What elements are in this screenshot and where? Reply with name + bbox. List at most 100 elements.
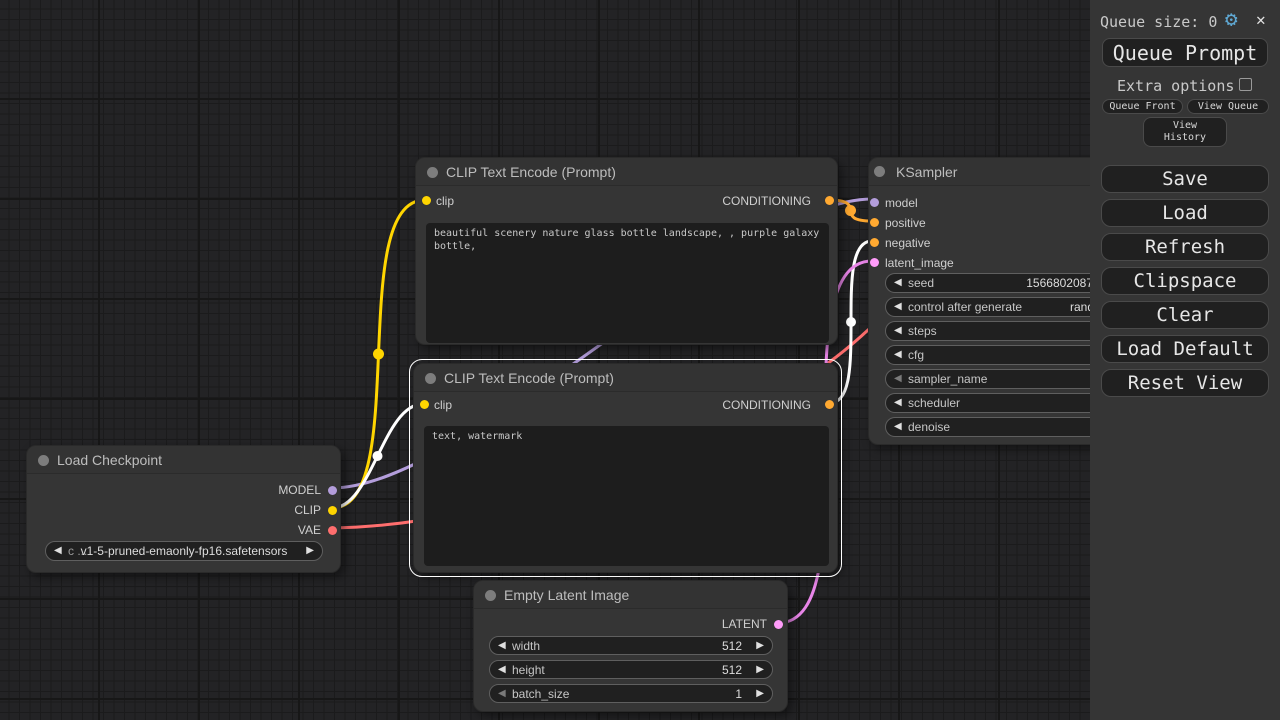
widget-label: scheduler bbox=[908, 396, 961, 410]
collapse-dot-icon[interactable] bbox=[38, 455, 49, 466]
output-port-conditioning[interactable] bbox=[825, 196, 834, 205]
queue-size-label: Queue size: 0 bbox=[1100, 13, 1218, 31]
clear-button[interactable]: Clear bbox=[1101, 301, 1269, 329]
prompt-textarea[interactable]: beautiful scenery nature glass bottle la… bbox=[426, 223, 829, 343]
node-title: Load Checkpoint bbox=[57, 452, 163, 468]
menu-header: Queue size: 0 ⚙ ✕ bbox=[1090, 7, 1280, 32]
comfy-menu-panel: Queue size: 0 ⚙ ✕ Queue Prompt Extra opt… bbox=[1090, 0, 1280, 720]
link-clip-negative bbox=[331, 402, 424, 510]
close-icon[interactable]: ✕ bbox=[1256, 10, 1266, 29]
save-button[interactable]: Save bbox=[1101, 165, 1269, 193]
queue-front-button[interactable]: Queue Front bbox=[1102, 99, 1183, 114]
node-titlebar[interactable]: Empty Latent Image bbox=[474, 581, 787, 609]
input-port-model[interactable] bbox=[870, 197, 879, 207]
widget-batch-size[interactable]: ◀ batch_size 1 ▶ bbox=[489, 684, 773, 703]
increment-arrow-icon[interactable]: ▶ bbox=[756, 640, 764, 651]
input-port-positive[interactable] bbox=[870, 217, 879, 227]
output-port-vae[interactable] bbox=[328, 525, 337, 535]
next-option-arrow-icon[interactable]: ▶ bbox=[306, 545, 314, 556]
node-clip-text-encode-negative[interactable]: CLIP Text Encode (Prompt) clip CONDITION… bbox=[409, 359, 842, 577]
input-label-positive: positive bbox=[885, 216, 926, 230]
node-titlebar[interactable]: Load Checkpoint bbox=[27, 446, 340, 474]
load-default-button[interactable]: Load Default bbox=[1101, 335, 1269, 363]
widget-label: height bbox=[512, 663, 545, 677]
widget-label: batch_size bbox=[512, 687, 570, 701]
widget-label: width bbox=[512, 639, 541, 653]
node-load-checkpoint[interactable]: Load Checkpoint MODEL CLIP VAE ◀ c ... v… bbox=[26, 445, 341, 573]
widget-value: 1 bbox=[735, 687, 742, 701]
extra-options-checkbox[interactable] bbox=[1239, 78, 1252, 91]
input-port-negative[interactable] bbox=[870, 237, 879, 247]
clipspace-button[interactable]: Clipspace bbox=[1101, 267, 1269, 295]
node-empty-latent-image[interactable]: Empty Latent Image LATENT ◀ width 512 ▶ … bbox=[473, 580, 788, 712]
widget-label: seed bbox=[908, 276, 935, 290]
collapse-dot-icon[interactable] bbox=[425, 373, 436, 384]
input-port-clip[interactable] bbox=[420, 400, 429, 409]
widget-value: 512 bbox=[721, 663, 742, 677]
output-port-conditioning[interactable] bbox=[825, 400, 834, 409]
increment-arrow-icon[interactable]: ▶ bbox=[756, 664, 764, 675]
input-port-clip[interactable] bbox=[422, 196, 431, 205]
output-port-model[interactable] bbox=[328, 485, 337, 495]
settings-gear-icon[interactable]: ⚙ bbox=[1225, 7, 1238, 31]
widget-value: 512 bbox=[721, 639, 742, 653]
input-label-model: model bbox=[885, 196, 918, 210]
node-title: CLIP Text Encode (Prompt) bbox=[444, 370, 614, 386]
load-button[interactable]: Load bbox=[1101, 199, 1269, 227]
widget-ckpt-name[interactable]: ◀ c ... v1-5-pruned-emaonly-fp16.safeten… bbox=[45, 541, 323, 561]
link-dot-conditioning-negative bbox=[846, 317, 856, 327]
output-label-latent: LATENT bbox=[721, 617, 767, 631]
output-label-model: MODEL bbox=[278, 483, 321, 497]
decrement-arrow-icon[interactable]: ◀ bbox=[894, 277, 902, 288]
prev-option-arrow-icon[interactable]: ◀ bbox=[54, 545, 62, 556]
increment-arrow-icon[interactable]: ▶ bbox=[756, 688, 764, 699]
widget-value: 1566802087 bbox=[1026, 276, 1093, 290]
decrement-arrow-icon[interactable]: ◀ bbox=[498, 640, 506, 651]
decrement-arrow-icon[interactable]: ◀ bbox=[894, 325, 902, 336]
collapse-dot-icon[interactable] bbox=[427, 167, 438, 178]
node-title: KSampler bbox=[896, 164, 958, 180]
output-label-conditioning: CONDITIONING bbox=[722, 194, 811, 208]
output-label-clip: CLIP bbox=[294, 503, 321, 517]
widget-width[interactable]: ◀ width 512 ▶ bbox=[489, 636, 773, 655]
link-clip-positive bbox=[331, 198, 426, 510]
collapse-dot-icon[interactable] bbox=[485, 590, 496, 601]
refresh-button[interactable]: Refresh bbox=[1101, 233, 1269, 261]
widget-label: steps bbox=[908, 324, 937, 338]
input-label-clip: clip bbox=[434, 398, 453, 412]
decrement-arrow-icon[interactable]: ◀ bbox=[894, 373, 902, 384]
decrement-arrow-icon[interactable]: ◀ bbox=[498, 664, 506, 675]
output-label-vae: VAE bbox=[297, 523, 321, 537]
decrement-arrow-icon[interactable]: ◀ bbox=[894, 301, 902, 312]
output-port-latent[interactable] bbox=[774, 619, 783, 629]
node-title: CLIP Text Encode (Prompt) bbox=[446, 164, 616, 180]
collapse-dot-icon[interactable] bbox=[874, 166, 885, 177]
decrement-arrow-icon[interactable]: ◀ bbox=[894, 349, 902, 360]
reset-view-button[interactable]: Reset View bbox=[1101, 369, 1269, 397]
queue-prompt-button[interactable]: Queue Prompt bbox=[1102, 38, 1268, 67]
view-history-button[interactable]: View History bbox=[1143, 117, 1227, 147]
decrement-arrow-icon[interactable]: ◀ bbox=[498, 688, 506, 699]
input-label-negative: negative bbox=[885, 236, 931, 250]
widget-seed[interactable]: ◀ seed 1566802087 ▶ bbox=[885, 273, 1129, 293]
node-titlebar[interactable]: CLIP Text Encode (Prompt) bbox=[416, 158, 837, 186]
widget-height[interactable]: ◀ height 512 ▶ bbox=[489, 660, 773, 679]
node-titlebar[interactable]: CLIP Text Encode (Prompt) bbox=[414, 364, 837, 392]
input-label-clip: clip bbox=[436, 194, 455, 208]
extra-options-label: Extra options bbox=[1117, 77, 1235, 95]
extra-options-row: Extra options bbox=[1090, 77, 1280, 95]
widget-label: denoise bbox=[908, 420, 951, 434]
widget-label: cfg bbox=[908, 348, 925, 362]
decrement-arrow-icon[interactable]: ◀ bbox=[894, 397, 902, 408]
node-title: Empty Latent Image bbox=[504, 587, 630, 603]
input-port-latent-image[interactable] bbox=[870, 257, 879, 267]
widget-label: control after generate bbox=[908, 300, 1023, 314]
prompt-textarea[interactable]: text, watermark bbox=[424, 426, 829, 566]
decrement-arrow-icon[interactable]: ◀ bbox=[894, 421, 902, 432]
output-port-clip[interactable] bbox=[328, 505, 337, 515]
input-label-latent-image: latent_image bbox=[885, 256, 954, 270]
view-queue-button[interactable]: View Queue bbox=[1187, 99, 1269, 114]
link-dot-conditioning-positive bbox=[845, 205, 856, 216]
node-clip-text-encode-positive[interactable]: CLIP Text Encode (Prompt) clip CONDITION… bbox=[415, 157, 838, 345]
